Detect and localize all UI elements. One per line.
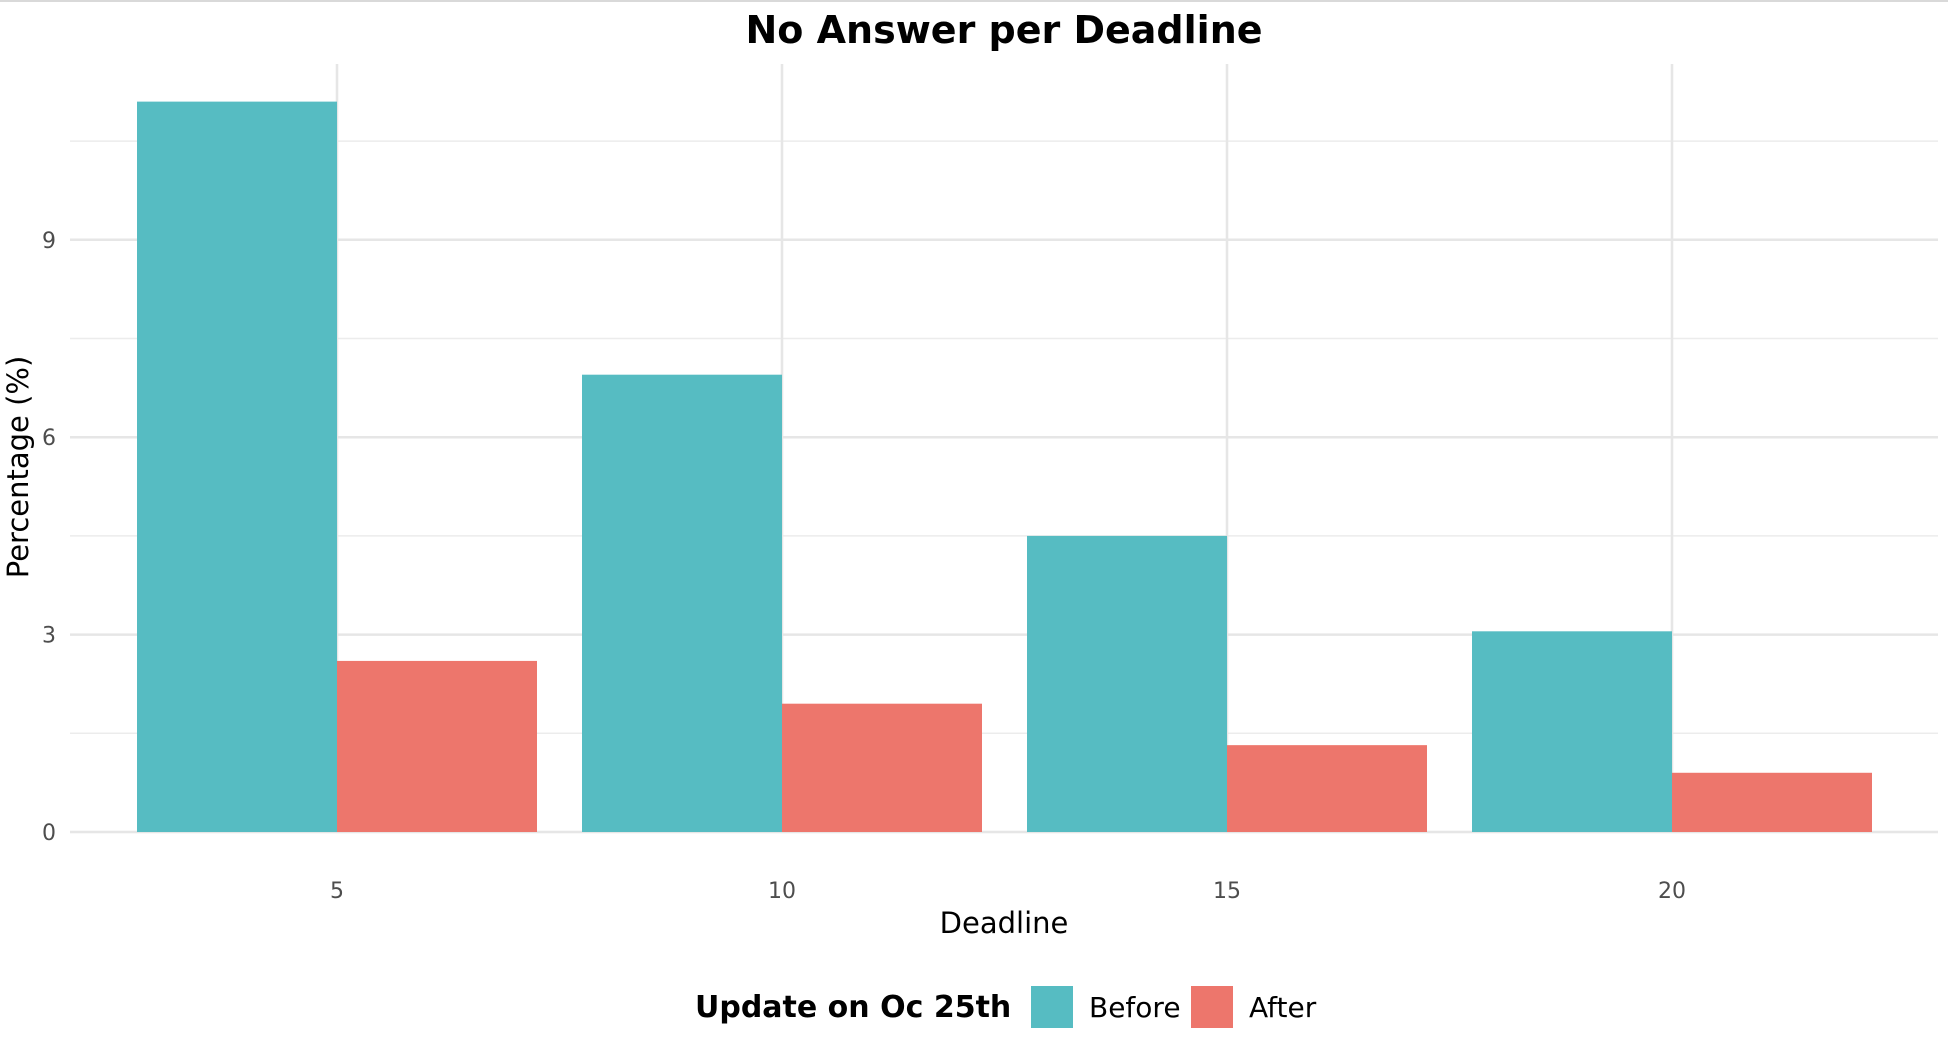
- bar-before-10: [582, 374, 782, 832]
- bar-after-15: [1227, 745, 1427, 832]
- bar-before-20: [1472, 631, 1672, 832]
- bars: [137, 101, 1872, 833]
- legend: Update on Oc 25th Before After: [695, 986, 1317, 1028]
- bar-after-10: [782, 703, 982, 832]
- x-axis-ticks: 5 10 15 20: [330, 879, 1686, 904]
- x-tick-label: 20: [1658, 879, 1686, 904]
- x-tick-label: 10: [768, 879, 796, 904]
- x-tick-label: 15: [1213, 879, 1241, 904]
- y-tick-label: 9: [42, 229, 56, 254]
- y-axis-label: Percentage (%): [1, 356, 35, 579]
- legend-label-before: Before: [1089, 991, 1181, 1024]
- chart-title: No Answer per Deadline: [745, 8, 1262, 52]
- bar-before-15: [1027, 535, 1227, 832]
- legend-swatch-after: [1191, 986, 1233, 1028]
- bar-after-5: [337, 660, 537, 832]
- x-axis-label: Deadline: [940, 906, 1069, 940]
- x-tick-label: 5: [330, 879, 344, 904]
- bar-before-5: [137, 101, 337, 833]
- y-tick-label: 0: [42, 821, 56, 846]
- y-tick-label: 3: [42, 624, 56, 649]
- legend-swatch-before: [1031, 986, 1073, 1028]
- bar-after-20: [1672, 772, 1872, 832]
- legend-title: Update on Oc 25th: [695, 990, 1011, 1025]
- y-tick-label: 6: [42, 426, 56, 451]
- legend-label-after: After: [1249, 991, 1317, 1024]
- y-axis-ticks: 0 3 6 9: [42, 229, 56, 846]
